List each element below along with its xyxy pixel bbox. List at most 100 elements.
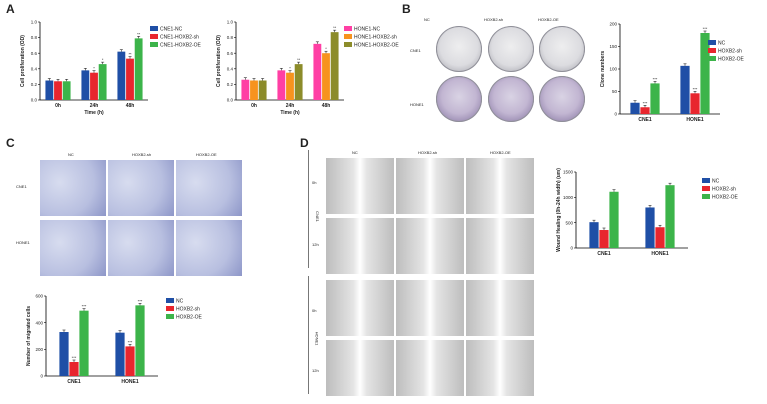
legend-label: HONE1-HOXB2-OE [354, 42, 399, 48]
bar-cne1-2 [79, 310, 89, 376]
legend-swatch [344, 42, 352, 47]
bar-48h-1 [322, 53, 330, 100]
bar-0h-0 [45, 80, 54, 100]
y-tick-label: 0 [614, 112, 617, 117]
legend-label: NC [176, 298, 184, 304]
colony-dish-hone1-oe [539, 76, 585, 122]
panel-label-d: D [300, 136, 309, 150]
y-tick-label: 50 [612, 89, 618, 94]
legend-label: HOXB2-sh [718, 48, 742, 54]
wound-hone1-12h-nc [326, 340, 394, 396]
c-col-label-oe: HOXB2-OE [196, 152, 217, 157]
significance-label: *** [82, 304, 87, 309]
d-time-label-1: 0h [312, 180, 317, 185]
bar-24h-1 [286, 72, 294, 100]
y-tick-label: 0.2 [227, 82, 234, 87]
wound-healing-grid: NC HOXB2-sh HOXB2-OE CNE1 HONE1 0h 12h 0… [306, 150, 542, 398]
legend-swatch [150, 26, 158, 31]
chart-a2-hone1-proliferation: 0.0 0.2 0.4 0.6 0.8 1.0 Cell proliferation (OD… [216, 20, 399, 116]
y-axis-label: Cell proliferation (OD) [216, 35, 222, 87]
bar-hone1-0 [115, 332, 125, 376]
y-tick-label: 200 [609, 22, 617, 27]
wound-hone1-0h-nc [326, 280, 394, 336]
legend-swatch [708, 48, 716, 53]
significance-label: *** [72, 355, 77, 360]
transwell-cne1-sh [108, 160, 174, 216]
y-tick-label: 100 [609, 67, 617, 72]
significance-label: ** [333, 25, 337, 30]
bar-0h-1 [250, 80, 258, 100]
bar-cne1-2 [650, 83, 660, 114]
bar-hone1-2 [135, 305, 145, 376]
x-tick-label: 0h [55, 103, 61, 109]
legend-label: HOXB2-OE [718, 56, 745, 62]
bar-24h-0 [81, 70, 90, 100]
colony-dish-hone1-nc [436, 76, 482, 122]
d-group-label-cne1: CNE1 [314, 211, 320, 222]
x-tick-label: 24h [286, 103, 295, 109]
wound-hone1-12h-oe [466, 340, 534, 396]
panel-label-c: C [6, 136, 15, 150]
significance-label: *** [128, 339, 133, 344]
legend-swatch [150, 34, 158, 39]
c-row-label-cne1: CNE1 [16, 184, 27, 189]
legend-label: HOXB2-OE [176, 314, 203, 320]
significance-label: *** [653, 76, 658, 81]
y-tick-label: 0.4 [31, 66, 38, 71]
bar-24h-2 [98, 64, 107, 100]
y-axis-label: Clone numbers [600, 51, 606, 88]
colony-dish-hone1-sh [488, 76, 534, 122]
bar-hone1-2 [700, 33, 710, 114]
bar-48h-0 [313, 43, 322, 100]
panel-label-b: B [402, 2, 411, 16]
legend-swatch [708, 40, 716, 45]
d-time-label-2: 12h [312, 242, 319, 247]
x-tick-label: CNE1 [67, 379, 81, 385]
legend-label: CNE1-HOXB2-sh [160, 34, 199, 40]
y-tick-label: 0.6 [31, 51, 38, 56]
d-col-label-oe: HOXB2-OE [490, 150, 511, 155]
y-tick-label: 1500 [563, 170, 574, 175]
d-time-label-4: 12h [312, 368, 319, 373]
legend-swatch [166, 298, 174, 303]
bar-hone1-1 [690, 93, 700, 114]
y-tick-label: 0.2 [31, 82, 38, 87]
y-axis-label: Number of migrated cells [26, 306, 32, 366]
y-tick-label: 600 [35, 294, 43, 299]
wound-cne1-0h-nc [326, 158, 394, 214]
c-col-label-sh: HOXB2-sh [132, 152, 152, 157]
legend-swatch [166, 314, 174, 319]
y-tick-label: 0.4 [227, 66, 234, 71]
x-tick-label: HONE1 [686, 117, 703, 123]
y-tick-label: 1.0 [227, 20, 234, 25]
y-tick-label: 200 [35, 347, 43, 352]
legend-swatch [344, 26, 352, 31]
panel-label-a: A [6, 2, 15, 16]
bar-0h-0 [241, 79, 250, 100]
bar-cne1-1 [640, 107, 650, 114]
legend-label: NC [712, 178, 720, 184]
bar-cne1-2 [609, 191, 619, 248]
bar-24h-1 [90, 72, 98, 100]
wound-cne1-0h-sh [396, 158, 464, 214]
bar-cne1-0 [630, 102, 640, 114]
bar-0h-2 [62, 81, 71, 100]
d-col-label-sh: HOXB2-sh [418, 150, 438, 155]
chart-c-migrated-cells: 0 200 400 600 Number of migrated cells *** ***… [26, 294, 203, 385]
y-tick-label: 0.0 [31, 98, 38, 103]
x-tick-label: 48h [322, 103, 331, 109]
col-label-sh: HOXB2-sh [484, 17, 504, 22]
bar-cne1-1 [599, 230, 609, 248]
y-tick-label: 0.0 [227, 98, 234, 103]
transwell-cne1-oe [176, 160, 242, 216]
significance-label: *** [693, 86, 698, 91]
x-tick-label: 48h [126, 103, 135, 109]
legend-swatch [702, 178, 710, 183]
bar-hone1-0 [645, 207, 655, 248]
legend-swatch [702, 186, 710, 191]
bar-0h-2 [258, 80, 267, 100]
significance-label: * [289, 66, 291, 71]
x-tick-label: CNE1 [638, 117, 652, 123]
legend-label: HOXB2-sh [176, 306, 200, 312]
